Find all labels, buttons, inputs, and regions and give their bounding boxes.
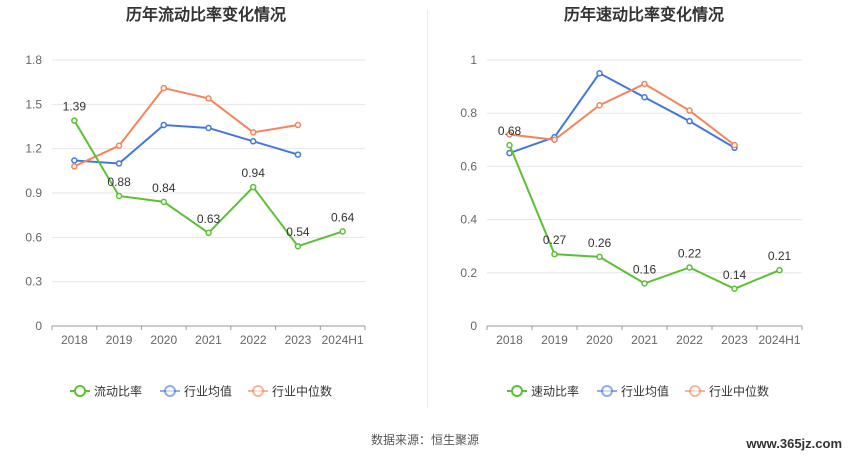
- panel-divider: [427, 10, 428, 408]
- data-point: [249, 183, 257, 191]
- data-point: [205, 95, 212, 102]
- data-point: [71, 163, 78, 170]
- data-point: [641, 80, 648, 88]
- y-tick-label: 0.6: [25, 230, 42, 244]
- data-point: [641, 280, 648, 287]
- data-point: [249, 129, 257, 136]
- series-line-2: [73, 86, 299, 168]
- data-label: 0.68: [498, 124, 522, 138]
- data-label: 0.27: [543, 233, 567, 247]
- data-point: [596, 253, 603, 261]
- y-tick-label: 0: [35, 319, 42, 333]
- y-tick-label: 1.2: [25, 142, 42, 156]
- legend-marker: [601, 385, 613, 397]
- x-tick-label: 2023: [285, 333, 312, 347]
- legend-label: 行业中位数: [709, 384, 769, 399]
- y-tick-label: 0.8: [460, 106, 477, 120]
- data-label: 0.14: [723, 268, 747, 282]
- data-label: 0.88: [107, 175, 131, 189]
- x-tick-label: 2020: [586, 333, 613, 347]
- data-label: 0.54: [286, 225, 310, 239]
- data-point: [115, 192, 123, 200]
- data-point: [115, 142, 123, 149]
- legend-marker: [74, 385, 86, 397]
- y-tick-label: 0: [470, 319, 477, 333]
- legend-label: 行业中位数: [272, 384, 332, 399]
- legend-label: 行业均值: [621, 384, 669, 399]
- y-tick-label: 1.8: [25, 53, 42, 67]
- x-tick-label: 2018: [61, 333, 88, 347]
- data-point: [686, 117, 693, 125]
- data-point: [249, 138, 257, 145]
- data-label: 0.94: [242, 166, 266, 180]
- x-tick-label: 2022: [676, 333, 703, 347]
- y-tick-label: 0.9: [25, 186, 42, 200]
- data-point: [506, 131, 513, 138]
- data-label: 0.84: [152, 181, 176, 195]
- data-point: [641, 93, 648, 101]
- data-point: [339, 228, 346, 235]
- data-point: [294, 151, 302, 158]
- x-tick-label: 2023: [721, 333, 748, 347]
- data-point: [294, 242, 302, 250]
- y-tick-label: 0.4: [460, 213, 477, 227]
- legend-label: 流动比率: [94, 384, 142, 399]
- legend-marker: [511, 385, 523, 397]
- data-point: [731, 141, 738, 149]
- data-label: 0.22: [678, 246, 702, 260]
- chart-title-0: 历年流动比率变化情况: [126, 5, 286, 24]
- y-tick-label: 0.2: [460, 266, 477, 280]
- data-label: 1.39: [63, 100, 87, 114]
- legend-marker: [252, 385, 264, 397]
- y-tick-label: 1.5: [25, 97, 42, 111]
- data-point: [776, 266, 783, 274]
- data-label: 0.16: [633, 262, 657, 276]
- source-note: 数据来源：恒生聚源: [370, 433, 479, 447]
- y-tick-label: 0.6: [460, 159, 477, 173]
- x-tick-label: 2021: [631, 333, 658, 347]
- data-point: [551, 250, 558, 258]
- data-point: [160, 198, 168, 206]
- data-point: [160, 121, 168, 129]
- data-point: [71, 157, 78, 164]
- data-point: [160, 84, 168, 92]
- x-tick-label: 2022: [240, 333, 267, 347]
- data-label: 0.63: [197, 212, 221, 226]
- data-label: 0.21: [768, 249, 792, 263]
- chart-title-1: 历年速动比率变化情况: [564, 5, 724, 24]
- legend-marker: [689, 385, 701, 397]
- data-label: 0.26: [588, 236, 612, 250]
- x-tick-label: 2018: [496, 333, 523, 347]
- data-label: 0.64: [331, 210, 355, 224]
- data-point: [731, 285, 738, 293]
- data-point: [115, 160, 123, 167]
- data-point: [205, 229, 212, 237]
- y-tick-label: 0.3: [25, 275, 42, 289]
- data-point: [686, 107, 693, 114]
- x-tick-label: 2024H1: [758, 333, 800, 347]
- series-line-2: [509, 82, 736, 146]
- data-point: [205, 124, 212, 132]
- watermark: www.365jz.com: [746, 436, 842, 451]
- legend-label: 速动比率: [531, 384, 579, 399]
- y-tick-label: 1: [470, 53, 477, 67]
- data-point: [596, 101, 603, 109]
- legend-marker: [164, 385, 176, 397]
- series-line-1: [74, 123, 299, 165]
- x-tick-label: 2021: [195, 333, 222, 347]
- data-point: [596, 70, 603, 77]
- data-point: [71, 117, 78, 124]
- x-tick-label: 2019: [106, 333, 133, 347]
- x-tick-label: 2024H1: [322, 333, 364, 347]
- data-point: [686, 264, 693, 271]
- legend-label: 行业均值: [184, 384, 232, 399]
- x-tick-label: 2019: [541, 333, 568, 347]
- data-point: [506, 141, 513, 149]
- data-point: [551, 136, 558, 144]
- x-tick-label: 2020: [150, 333, 177, 347]
- data-point: [294, 121, 302, 129]
